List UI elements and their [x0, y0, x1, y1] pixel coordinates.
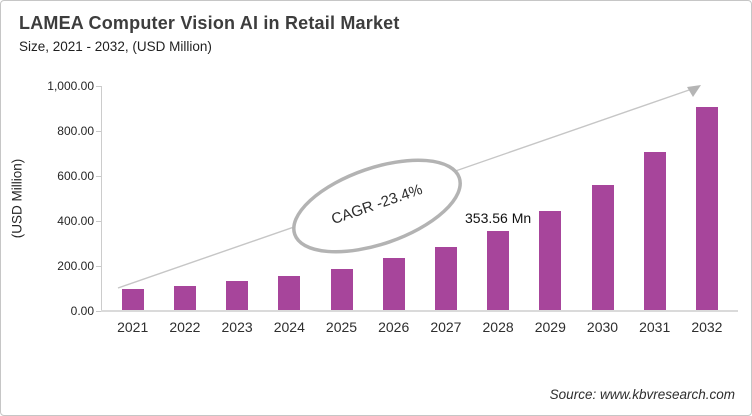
y-tick-label-600: 600.00 [57, 168, 94, 183]
x-tick-label-2030: 2030 [586, 318, 619, 335]
x-tick-label-2023: 2023 [221, 318, 253, 335]
bar-2031 [643, 151, 666, 311]
y-tick-label-400: 400.00 [57, 213, 94, 228]
y-tick-mark [96, 86, 101, 87]
trend-arrowhead-icon [687, 85, 701, 97]
cagr-label: CAGR -23.4% [329, 180, 425, 229]
y-tick-mark [96, 130, 101, 132]
y-tick-mark [96, 175, 101, 177]
bar-2026 [382, 258, 405, 311]
x-tick-label-2032: 2032 [691, 318, 723, 335]
x-tick-label-2022: 2022 [169, 318, 201, 335]
bar-2021 [121, 289, 144, 311]
bar-2028 [487, 231, 510, 311]
y-axis-title: (USD Million) [9, 158, 25, 239]
y-tick-label-1000: 1,000.00 [47, 79, 94, 93]
bar-2024 [278, 276, 301, 311]
x-axis-line [101, 310, 738, 312]
x-tick-label-2026: 2026 [378, 318, 410, 335]
x-tick-label-2021: 2021 [117, 318, 149, 335]
bar-2022 [173, 286, 196, 311]
x-tick-label-2031: 2031 [639, 318, 671, 335]
source-note: Source: www.kbvresearch.com [549, 387, 735, 402]
bar-2027 [434, 247, 457, 311]
y-tick-mark [96, 265, 101, 267]
bar-value-label: 353.56 Mn [465, 210, 532, 227]
y-axis-line [101, 86, 102, 311]
x-tick-label-2024: 2024 [273, 318, 305, 335]
x-tick-label-2027: 2027 [430, 318, 462, 335]
x-tick-label-2025: 2025 [325, 318, 358, 335]
chart-subtitle: Size, 2021 - 2032, (USD Million) [19, 39, 212, 54]
y-tick-mark [96, 310, 101, 312]
x-tick-label-2028: 2028 [482, 318, 514, 335]
y-tick-label-0: 0.00 [70, 303, 94, 318]
bar-2030 [591, 184, 614, 311]
y-tick-label-200: 200.00 [57, 258, 94, 273]
bar-2025 [330, 268, 353, 311]
bar-2032 [695, 107, 718, 311]
chart-title: LAMEA Computer Vision AI in Retail Marke… [19, 13, 400, 33]
x-tick-label-2029: 2029 [534, 318, 566, 335]
y-tick-label-800: 800.00 [57, 123, 94, 138]
y-tick-mark [96, 220, 101, 222]
bar-2023 [226, 281, 249, 311]
